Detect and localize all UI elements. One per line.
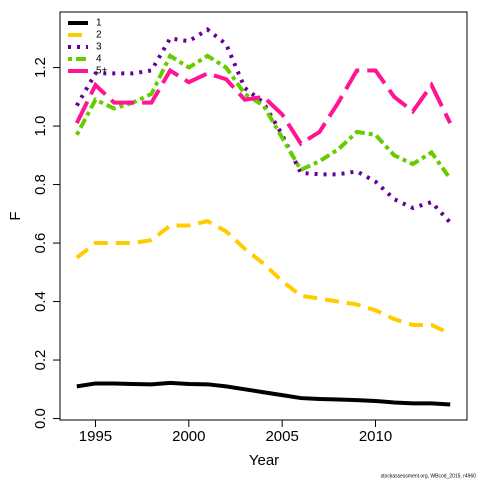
legend-label: 2 [96,30,102,41]
series-line [75,27,452,224]
y-tick-label: 0.0 [32,408,49,429]
series-line [76,380,451,407]
footnote: stockassessment.org, WBcod_2015, r4960 [381,473,477,479]
y-tick-label: 0.8 [32,174,49,195]
legend-label: 4 [96,54,102,65]
x-axis-label: Year [249,452,279,469]
y-tick-label: 0.2 [32,350,49,371]
y-tick-label: 0.4 [32,291,49,312]
y-tick-label: 1.0 [32,116,49,137]
legend-label: 3 [96,42,102,53]
series-line [75,218,452,336]
plot-box [59,11,468,421]
x-tick-label: 2005 [265,428,298,445]
x-tick-label: 1995 [79,428,112,445]
legend-label: 1 [96,18,102,29]
series-line [75,52,452,180]
y-tick-label: 0.6 [32,233,49,254]
x-tick-label: 2000 [172,428,205,445]
x-tick-label: 2010 [359,428,392,445]
y-tick-label: 1.2 [32,57,49,78]
y-axis-label: F [7,211,24,220]
legend-label: 5+ [96,66,108,77]
